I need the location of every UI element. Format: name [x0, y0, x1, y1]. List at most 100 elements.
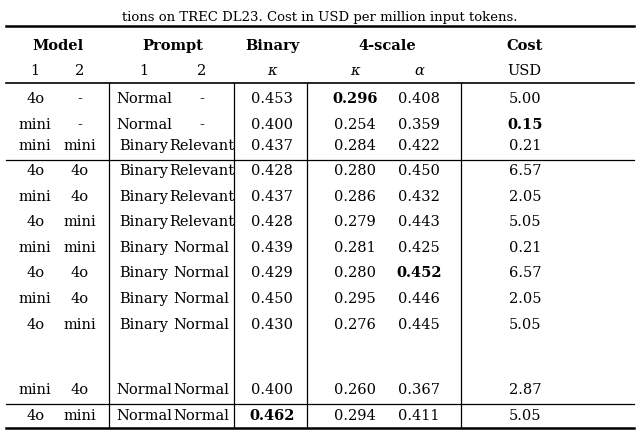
Text: 0.280: 0.280	[334, 266, 376, 280]
Text: USD: USD	[508, 64, 542, 78]
Text: 0.439: 0.439	[251, 241, 293, 255]
Text: Binary: Binary	[120, 190, 168, 204]
Text: 4o: 4o	[71, 383, 89, 397]
Text: tions on TREC DL23. Cost in USD per million input tokens.: tions on TREC DL23. Cost in USD per mill…	[122, 11, 518, 24]
Text: 0.450: 0.450	[398, 164, 440, 178]
Text: 0.411: 0.411	[399, 409, 440, 423]
Text: mini: mini	[63, 241, 97, 255]
Text: 0.276: 0.276	[334, 318, 376, 332]
Text: 4o: 4o	[26, 409, 44, 423]
Text: Relevant: Relevant	[169, 138, 234, 153]
Text: 4o: 4o	[26, 266, 44, 280]
Text: 0.284: 0.284	[334, 138, 376, 153]
Text: Normal: Normal	[116, 409, 172, 423]
Text: Normal: Normal	[173, 409, 230, 423]
Text: -: -	[77, 92, 83, 106]
Text: Normal: Normal	[173, 241, 230, 255]
Text: 0.428: 0.428	[251, 164, 293, 178]
Text: 0.462: 0.462	[249, 409, 295, 423]
Text: mini: mini	[19, 118, 52, 132]
Text: 0.280: 0.280	[334, 164, 376, 178]
Text: 2.87: 2.87	[509, 383, 541, 397]
Text: mini: mini	[63, 318, 97, 332]
Text: 4o: 4o	[26, 215, 44, 229]
Text: Binary: Binary	[120, 241, 168, 255]
Text: Relevant: Relevant	[169, 215, 234, 229]
Text: 0.452: 0.452	[396, 266, 442, 280]
Text: Model: Model	[32, 39, 83, 53]
Text: 0.400: 0.400	[251, 383, 293, 397]
Text: mini: mini	[63, 138, 97, 153]
Text: mini: mini	[19, 383, 52, 397]
Text: 0.430: 0.430	[251, 318, 293, 332]
Text: 4-scale: 4-scale	[358, 39, 416, 53]
Text: Binary: Binary	[120, 215, 168, 229]
Text: 0.422: 0.422	[398, 138, 440, 153]
Text: 5.00: 5.00	[509, 92, 541, 106]
Text: 5.05: 5.05	[509, 215, 541, 229]
Text: 4o: 4o	[71, 292, 89, 306]
Text: 0.260: 0.260	[334, 383, 376, 397]
Text: 1: 1	[31, 64, 40, 78]
Text: κ: κ	[267, 64, 277, 78]
Text: Binary: Binary	[120, 138, 168, 153]
Text: 2.05: 2.05	[509, 190, 541, 204]
Text: 4o: 4o	[26, 92, 44, 106]
Text: 0.367: 0.367	[398, 383, 440, 397]
Text: 0.453: 0.453	[251, 92, 293, 106]
Text: mini: mini	[63, 409, 97, 423]
Text: 0.437: 0.437	[251, 190, 293, 204]
Text: Normal: Normal	[173, 266, 230, 280]
Text: κ: κ	[350, 64, 360, 78]
Text: 0.281: 0.281	[334, 241, 376, 255]
Text: mini: mini	[19, 241, 52, 255]
Text: 0.429: 0.429	[251, 266, 293, 280]
Text: Binary: Binary	[120, 318, 168, 332]
Text: 0.400: 0.400	[251, 118, 293, 132]
Text: 0.296: 0.296	[332, 92, 378, 106]
Text: 0.408: 0.408	[398, 92, 440, 106]
Text: Relevant: Relevant	[169, 164, 234, 178]
Text: α: α	[414, 64, 424, 78]
Text: Cost: Cost	[507, 39, 543, 53]
Text: 2.05: 2.05	[509, 292, 541, 306]
Text: mini: mini	[19, 190, 52, 204]
Text: 2: 2	[76, 64, 84, 78]
Text: Normal: Normal	[116, 118, 172, 132]
Text: 0.437: 0.437	[251, 138, 293, 153]
Text: 0.21: 0.21	[509, 241, 541, 255]
Text: mini: mini	[63, 215, 97, 229]
Text: 0.428: 0.428	[251, 215, 293, 229]
Text: 0.295: 0.295	[334, 292, 376, 306]
Text: Normal: Normal	[173, 383, 230, 397]
Text: 0.279: 0.279	[334, 215, 376, 229]
Text: 5.05: 5.05	[509, 409, 541, 423]
Text: mini: mini	[19, 138, 52, 153]
Text: 0.254: 0.254	[334, 118, 376, 132]
Text: 4o: 4o	[71, 164, 89, 178]
Text: -: -	[77, 118, 83, 132]
Text: -: -	[199, 118, 204, 132]
Text: Normal: Normal	[116, 383, 172, 397]
Text: 0.445: 0.445	[398, 318, 440, 332]
Text: 5.05: 5.05	[509, 318, 541, 332]
Text: 4o: 4o	[71, 190, 89, 204]
Text: 0.450: 0.450	[251, 292, 293, 306]
Text: mini: mini	[19, 292, 52, 306]
Text: 4o: 4o	[71, 266, 89, 280]
Text: 0.21: 0.21	[509, 138, 541, 153]
Text: Normal: Normal	[173, 292, 230, 306]
Text: Binary: Binary	[120, 266, 168, 280]
Text: 0.15: 0.15	[507, 118, 543, 132]
Text: Normal: Normal	[116, 92, 172, 106]
Text: Relevant: Relevant	[169, 190, 234, 204]
Text: 2: 2	[197, 64, 206, 78]
Text: Binary: Binary	[120, 164, 168, 178]
Text: -: -	[199, 92, 204, 106]
Text: 0.443: 0.443	[398, 215, 440, 229]
Text: 6.57: 6.57	[509, 266, 541, 280]
Text: 6.57: 6.57	[509, 164, 541, 178]
Text: Binary: Binary	[120, 292, 168, 306]
Text: 1: 1	[140, 64, 148, 78]
Text: Normal: Normal	[173, 318, 230, 332]
